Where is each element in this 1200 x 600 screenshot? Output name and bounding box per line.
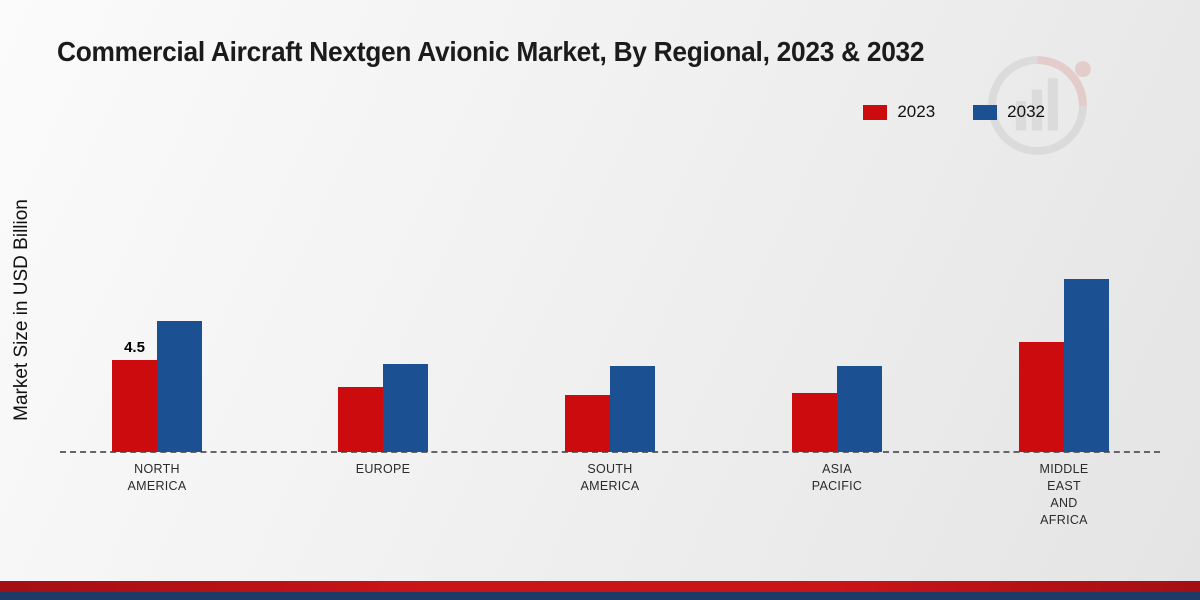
legend-item-2023: 2023	[863, 102, 935, 122]
x-tick-label-europe: EUROPE	[355, 462, 411, 476]
x-tick-label-south-america: SOUTH AMERICA	[580, 462, 640, 493]
legend-swatch-2032	[973, 104, 998, 120]
x-tick-label-asia-pacific: ASIA PACIFIC	[811, 462, 863, 493]
x-tick-label-middle-east-and-africa: MIDDLE EAST AND AFRICA	[1039, 462, 1089, 527]
footer-blue-bar	[0, 592, 1200, 600]
data-label-4.5: 4.5	[124, 339, 145, 356]
legend-label-2023: 2023	[897, 102, 936, 121]
bar-2023-middle-east-and-africa	[1019, 342, 1064, 452]
bar-2032-asia-pacific	[837, 366, 882, 452]
legend-label-2032: 2032	[1007, 102, 1045, 121]
bar-2023-north-america	[112, 360, 157, 452]
footer-red-bar	[0, 581, 1200, 592]
x-axis-line	[60, 451, 1160, 453]
bar-2032-middle-east-and-africa	[1064, 279, 1109, 452]
x-tick-label-north-america: NORTH AMERICA	[127, 462, 187, 493]
bar-2032-south-america	[610, 366, 655, 452]
y-axis-label: Market Size in USD Billion	[11, 199, 32, 421]
bar-2023-asia-pacific	[792, 393, 837, 452]
bar-2032-north-america	[157, 321, 202, 452]
bar-2023-europe	[338, 387, 383, 452]
legend: 2023 2032	[863, 102, 1045, 122]
bar-2023-south-america	[565, 395, 610, 452]
bar-2032-europe	[383, 364, 428, 452]
legend-swatch-2023	[863, 104, 888, 120]
legend-item-2032: 2032	[973, 102, 1045, 122]
chart-title: Commercial Aircraft Nextgen Avionic Mark…	[57, 36, 925, 67]
